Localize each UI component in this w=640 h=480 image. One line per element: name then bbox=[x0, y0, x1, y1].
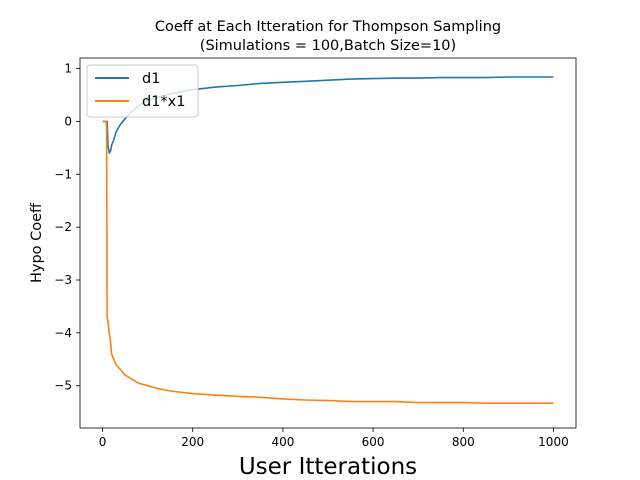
x-tick-label: 800 bbox=[452, 435, 475, 449]
legend: d1 d1*x1 bbox=[86, 64, 199, 118]
axes-frame bbox=[79, 57, 577, 429]
chart-title-line2: (Simulations = 100,Batch Size=10) bbox=[200, 38, 456, 54]
legend-label-d1x1: d1*x1 bbox=[142, 94, 186, 110]
x-tick-label: 600 bbox=[362, 435, 385, 449]
x-axis-label: User Itterations bbox=[239, 454, 417, 480]
chart-title-line1: Coeff at Each Itteration for Thompson Sa… bbox=[155, 19, 501, 35]
x-tick-label: 200 bbox=[181, 435, 204, 449]
y-tick-label: −2 bbox=[54, 220, 72, 234]
plot-area bbox=[102, 76, 554, 405]
y-axis: 1 0 −1 −2 −3 −4 −5 bbox=[54, 62, 80, 393]
y-tick-label: −4 bbox=[54, 326, 72, 340]
x-tick-label: 400 bbox=[271, 435, 294, 449]
series-line-d1x1 bbox=[102, 120, 554, 405]
y-axis-label: Hypo Coeff bbox=[29, 202, 45, 283]
x-tick-label: 1000 bbox=[538, 435, 569, 449]
y-tick-label: −3 bbox=[54, 273, 72, 287]
x-tick-label: 0 bbox=[99, 435, 107, 449]
y-tick-label: 1 bbox=[64, 62, 72, 76]
x-axis: 0 200 400 600 800 1000 bbox=[99, 428, 569, 449]
legend-label-d1: d1 bbox=[142, 71, 160, 87]
y-tick-label: −5 bbox=[54, 379, 72, 393]
y-tick-label: −1 bbox=[54, 167, 72, 181]
y-tick-label: 0 bbox=[64, 114, 72, 128]
